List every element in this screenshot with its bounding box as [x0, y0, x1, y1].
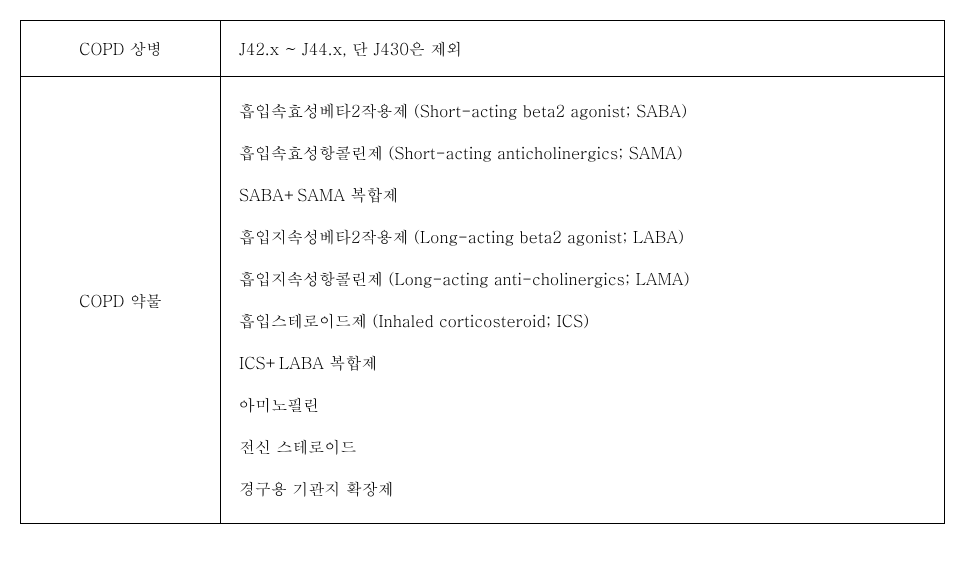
table-row: COPD 약물 흡입속효성베타2작용제 (Short-acting beta2 … [21, 77, 945, 524]
list-item: 전신 스테로이드 [239, 435, 926, 459]
copd-definition-table: COPD 상병 J42.x ~ J44.x, 단 J430은 제외 COPD 약… [20, 20, 945, 524]
list-item: 흡입속효성베타2작용제 (Short-acting beta2 agonist;… [239, 99, 926, 123]
list-item: 흡입속효성항콜린제 (Short-acting anticholinergics… [239, 141, 926, 165]
row-header-disease: COPD 상병 [21, 21, 221, 77]
list-item: 아미노필린 [239, 393, 926, 417]
disease-codes-cell: J42.x ~ J44.x, 단 J430은 제외 [221, 21, 945, 77]
table-row: COPD 상병 J42.x ~ J44.x, 단 J430은 제외 [21, 21, 945, 77]
list-item: 흡입스테로이드제 (Inhaled corticosteroid; ICS) [239, 309, 926, 333]
list-item: 경구용 기관지 확장제 [239, 477, 926, 501]
drug-list-cell: 흡입속효성베타2작용제 (Short-acting beta2 agonist;… [221, 77, 945, 524]
list-item: 흡입지속성항콜린제 (Long-acting anti-cholinergics… [239, 267, 926, 291]
list-item: SABA+SAMA 복합제 [239, 183, 926, 207]
list-item: 흡입지속성베타2작용제 (Long-acting beta2 agonist; … [239, 225, 926, 249]
list-item: ICS+LABA 복합제 [239, 351, 926, 375]
row-header-drugs: COPD 약물 [21, 77, 221, 524]
